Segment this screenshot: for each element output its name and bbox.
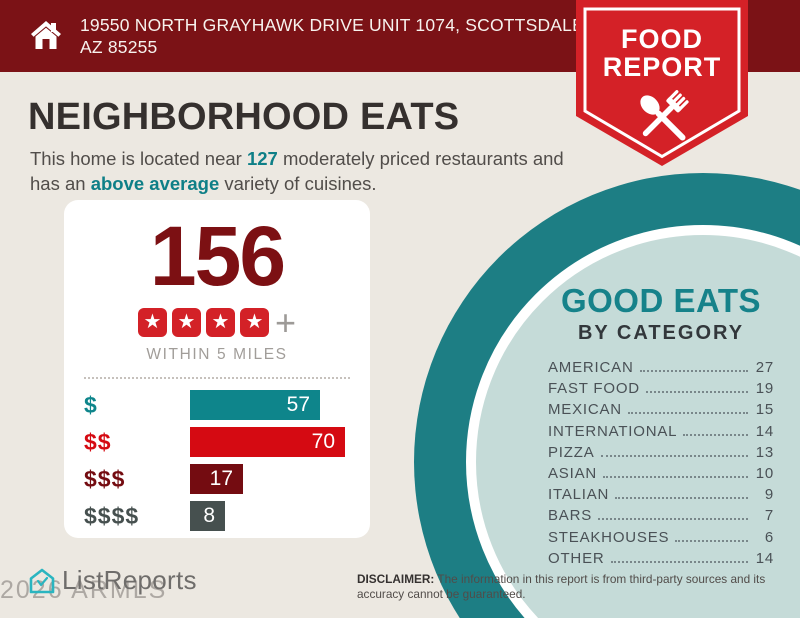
spoon-fork-icon: [640, 90, 689, 141]
bar-value: 17: [209, 467, 233, 490]
intro-mid: moderately priced restaurants and has an: [30, 148, 564, 194]
bar-track: 8: [190, 501, 350, 531]
bar-value: 70: [311, 430, 335, 453]
good-eats-title: GOOD EATS: [560, 282, 762, 319]
category-value: 14: [755, 422, 774, 440]
dotted-leader: [610, 560, 748, 563]
intro-pre: This home is located near: [30, 148, 247, 169]
category-label: PIZZA: [548, 443, 595, 461]
star-icon: ★: [171, 308, 201, 337]
category-value: 13: [755, 443, 774, 461]
bar-value: 8: [203, 504, 215, 527]
category-row: ASIAN 10: [548, 465, 774, 486]
badge-line2: REPORT: [603, 52, 722, 82]
star-icon: ★: [239, 308, 269, 337]
bar-track: 17: [190, 464, 350, 494]
category-label: MEXICAN: [548, 401, 622, 419]
price-bar-chart: $57 $$ 70 $$$ 17 $$$$ 8: [84, 390, 350, 531]
category-label: STEAKHOUSES: [548, 528, 670, 546]
listreports-house-icon: [29, 568, 55, 593]
bar: 8: [190, 501, 225, 531]
rating-row: ★ ★ ★ ★ +: [64, 302, 370, 343]
disclaimer-label: DISCLAIMER:: [357, 572, 435, 586]
category-row: AMERICAN 27: [548, 359, 774, 380]
price-tier-label: $$$: [84, 465, 126, 492]
listreports-logo: ListReports: [28, 565, 197, 596]
category-row: INTERNATIONAL 14: [548, 423, 774, 444]
category-list: AMERICAN 27 FAST FOOD 19 MEXICAN 15 INTERNATIO…: [548, 359, 774, 571]
category-label: AMERICAN: [548, 359, 634, 376]
category-label: OTHER: [548, 549, 605, 567]
bar-value: 57: [286, 393, 310, 416]
bar-row: $57: [84, 390, 350, 420]
category-row: STEAKHOUSES 6: [548, 529, 774, 550]
category-value: 14: [755, 549, 774, 567]
dotted-leader: [683, 433, 748, 436]
dotted-leader: [600, 454, 748, 457]
bar-row: $$$ 17: [84, 464, 350, 494]
intro-post: variety of cuisines.: [219, 173, 377, 194]
bar: 57: [190, 390, 320, 420]
star-icon: ★: [205, 308, 235, 337]
category-label: ASIAN: [548, 464, 598, 482]
divider: [84, 377, 350, 379]
intro-highlight: above average: [90, 173, 220, 194]
category-value: 7: [764, 507, 774, 525]
category-value: 9: [764, 486, 774, 504]
intro-count: 127: [246, 148, 278, 169]
price-tier-label: $: [84, 391, 98, 418]
dotted-leader: [627, 412, 748, 415]
bar-track: 70: [190, 427, 350, 457]
disclaimer-text: The information in this report is from t…: [357, 572, 766, 601]
dotted-leader: [603, 475, 748, 478]
brand-name: ListReports: [62, 565, 197, 595]
dotted-leader: [598, 518, 748, 521]
category-value: 15: [755, 401, 774, 419]
good-eats-section: GOOD EATS BY CATEGORY AMERICAN 27 FAST FOO…: [548, 282, 774, 571]
bar-row: $$$$ 8: [84, 501, 350, 531]
disclaimer: DISCLAIMER: The information in this repo…: [357, 572, 781, 601]
watermark: 2026 ARMLS: [0, 576, 168, 604]
category-value: 10: [755, 464, 774, 482]
dotted-leader: [675, 539, 748, 542]
bar: 17: [190, 464, 243, 494]
restaurant-total: 156: [149, 209, 286, 303]
category-row: PIZZA 13: [548, 444, 774, 465]
radius-caption: WITHIN 5 MILES: [146, 346, 288, 363]
dotted-leader: [645, 391, 748, 394]
category-label: ITALIAN: [548, 486, 610, 504]
property-address: 19550 NORTH GRAYHAWK DRIVE UNIT 1074, SC…: [80, 15, 590, 57]
page-title: NEIGHBORHOOD EATS: [28, 96, 460, 138]
category-row: ITALIAN 9: [548, 486, 774, 507]
bar-track: 57: [190, 390, 350, 420]
home-icon: [31, 21, 61, 49]
summary-card: 156 ★ ★ ★ ★ + WITHIN 5 MILES $57 $$ 70 $$$ 17 $$…: [64, 200, 370, 538]
plus-icon: +: [274, 302, 297, 343]
intro-text: This home is located near 127 moderately…: [30, 146, 586, 196]
category-value: 19: [755, 380, 774, 398]
category-row: BARS 7: [548, 507, 774, 528]
good-eats-subtitle: BY CATEGORY: [577, 322, 745, 344]
star-rating: ★ ★ ★ ★: [137, 308, 269, 337]
category-value: 27: [755, 359, 774, 376]
category-value: 6: [764, 528, 774, 546]
badge-line1: FOOD: [621, 24, 703, 54]
price-tier-label: $$$$: [84, 502, 140, 529]
star-icon: ★: [137, 308, 167, 337]
category-row: OTHER 14: [548, 550, 774, 571]
dotted-leader: [615, 497, 748, 500]
category-label: BARS: [548, 507, 593, 525]
category-row: FAST FOOD 19: [548, 380, 774, 401]
category-row: MEXICAN 15: [548, 401, 774, 422]
bar: 70: [190, 427, 345, 457]
food-report-badge: FOOD REPORT: [576, 0, 748, 166]
dotted-leader: [639, 370, 748, 372]
bar-row: $$ 70: [84, 427, 350, 457]
category-label: INTERNATIONAL: [548, 422, 678, 440]
category-label: FAST FOOD: [548, 380, 640, 398]
price-tier-label: $$: [84, 428, 112, 455]
